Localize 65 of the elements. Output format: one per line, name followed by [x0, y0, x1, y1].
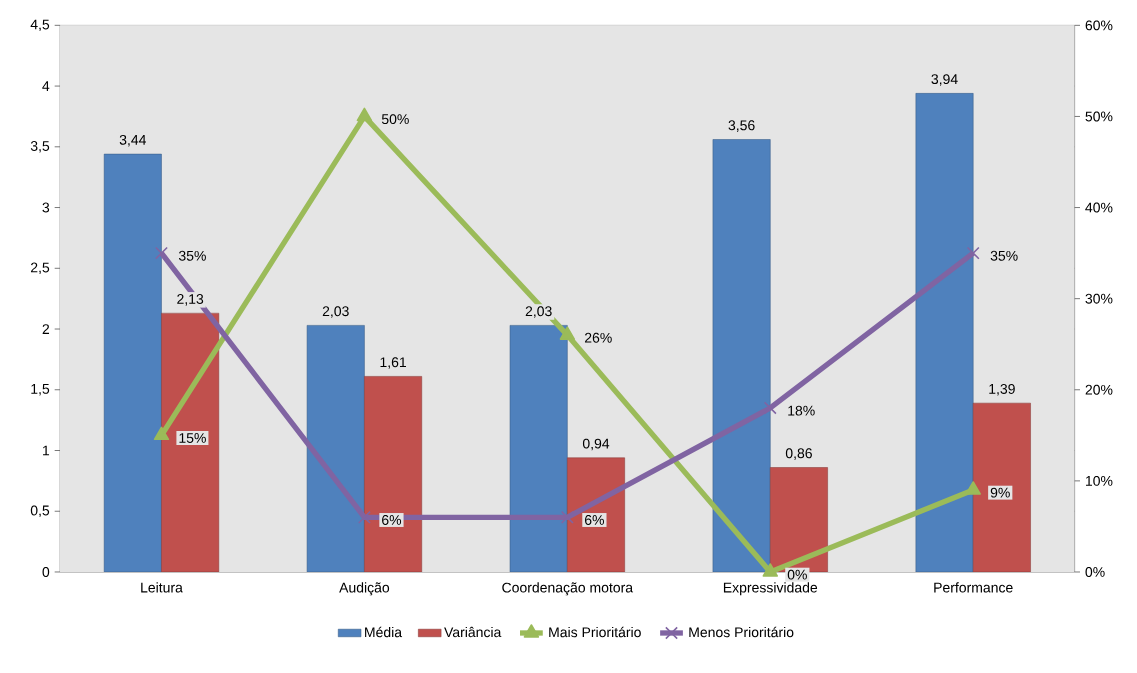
point — [357, 510, 371, 524]
bar — [103, 153, 162, 572]
y2-tick-label: 20% — [1085, 384, 1113, 395]
data-label: 1,61 — [380, 357, 406, 369]
legend-label: Menos Prioritário — [689, 626, 794, 638]
data-label: 3,44 — [119, 134, 147, 147]
y-tick-label: 2 — [42, 324, 50, 334]
x-tick-label: Leitura — [141, 582, 183, 593]
bar — [509, 325, 568, 572]
legend-label: Variância — [444, 626, 502, 638]
y2-tick-label: 30% — [1085, 293, 1113, 304]
y2-tick-label: 0% — [1085, 567, 1105, 577]
data-label: 2,13 — [177, 294, 204, 306]
y2-tick-label: 40% — [1085, 202, 1113, 213]
bar — [712, 139, 771, 572]
data-label: 3,56 — [728, 120, 755, 132]
data-label: 2,03 — [322, 306, 349, 318]
y-tick-label: 1 — [43, 445, 50, 456]
y2-tick-label: 50% — [1085, 111, 1113, 122]
point — [560, 510, 574, 524]
y-tick-label: 2,5 — [30, 262, 50, 275]
data-label: 9% — [990, 487, 1010, 498]
data-label: 0,94 — [582, 438, 610, 451]
bar — [364, 376, 423, 572]
data-label: 3,94 — [931, 74, 958, 86]
point — [966, 246, 980, 260]
data-label: 15% — [179, 433, 206, 443]
legend-label: Média — [365, 626, 403, 638]
data-label: 50% — [381, 114, 409, 125]
legend-label: Mais Prioritário — [549, 626, 641, 638]
point — [356, 107, 373, 122]
x-tick-label: Coordenação motora — [502, 582, 634, 596]
x-tick-label: Expressividade — [723, 582, 818, 596]
point — [153, 426, 170, 441]
data-label: 6% — [382, 515, 402, 525]
bar — [915, 93, 974, 572]
y-tick-label: 3 — [42, 202, 50, 213]
point — [763, 401, 777, 415]
data-label: 18% — [788, 405, 815, 416]
data-label: 35% — [178, 250, 206, 261]
y-tick-label: 4 — [42, 81, 50, 91]
y-tick-label: 0,5 — [30, 505, 50, 518]
point — [965, 481, 981, 495]
point — [559, 326, 576, 340]
y-tick-label: 3,5 — [30, 141, 50, 153]
data-label: 1,39 — [989, 383, 1015, 396]
y2-tick-label: 10% — [1086, 475, 1113, 486]
y-tick-label: 0 — [42, 567, 50, 577]
bar — [567, 457, 625, 572]
x-tick-label: Performance — [934, 582, 1013, 593]
y-tick-label: 1,5 — [31, 384, 50, 396]
y-tick-label: 4,5 — [30, 19, 50, 32]
data-label: 26% — [584, 332, 612, 343]
data-label: 2,03 — [525, 306, 552, 318]
y2-tick-label: 60% — [1085, 20, 1113, 31]
data-label: 0,86 — [785, 448, 812, 460]
x-tick-label: Audição — [339, 582, 390, 596]
data-label: 0% — [787, 569, 807, 580]
bar — [972, 402, 1031, 572]
point — [155, 246, 168, 260]
point — [762, 563, 778, 577]
data-label: 35% — [990, 250, 1018, 261]
bar — [306, 325, 365, 572]
data-label: 6% — [584, 515, 604, 525]
bar — [161, 312, 220, 572]
